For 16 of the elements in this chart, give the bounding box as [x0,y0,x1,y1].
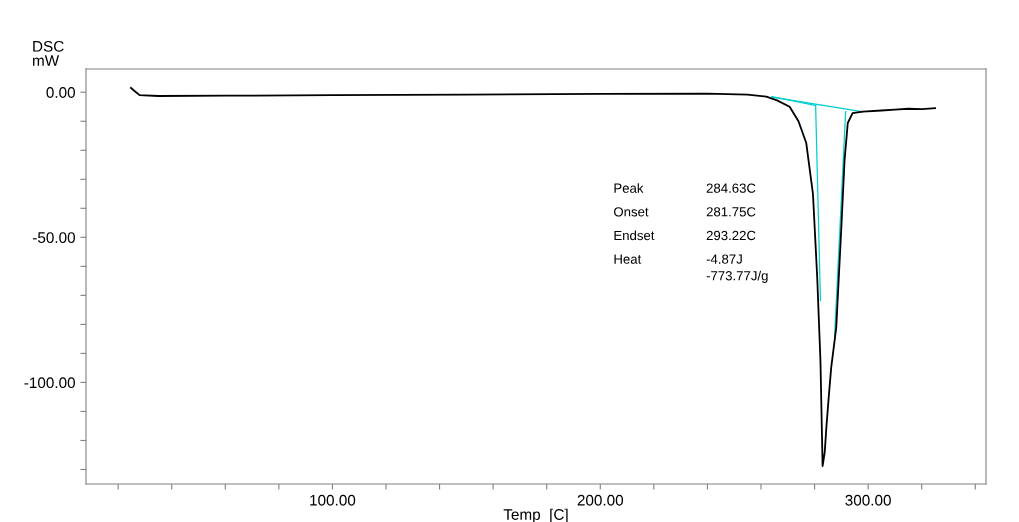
annotation: 281.75C [706,207,756,217]
y-tick-label: -50.00 [32,232,75,244]
y-tick-label: -100.00 [24,377,75,389]
y-axis-title: DSC mW [33,40,64,66]
annotation: 284.63C [706,183,756,193]
x-axis-title: Temp [C] [503,508,568,522]
x-tick-label: 100.00 [310,494,356,506]
x-tick-label: 300.00 [845,494,891,506]
annotation: Heat [614,254,642,264]
y-tick-label: 0.00 [46,87,75,98]
annotation: 293.22C [706,230,756,241]
x-tick-label: 200.00 [577,494,624,506]
annotation: Onset [614,207,649,217]
annotation: Endset [614,230,655,241]
annotation: -4.87J -773.77J/g [706,254,768,283]
annotation: Peak [614,183,644,193]
